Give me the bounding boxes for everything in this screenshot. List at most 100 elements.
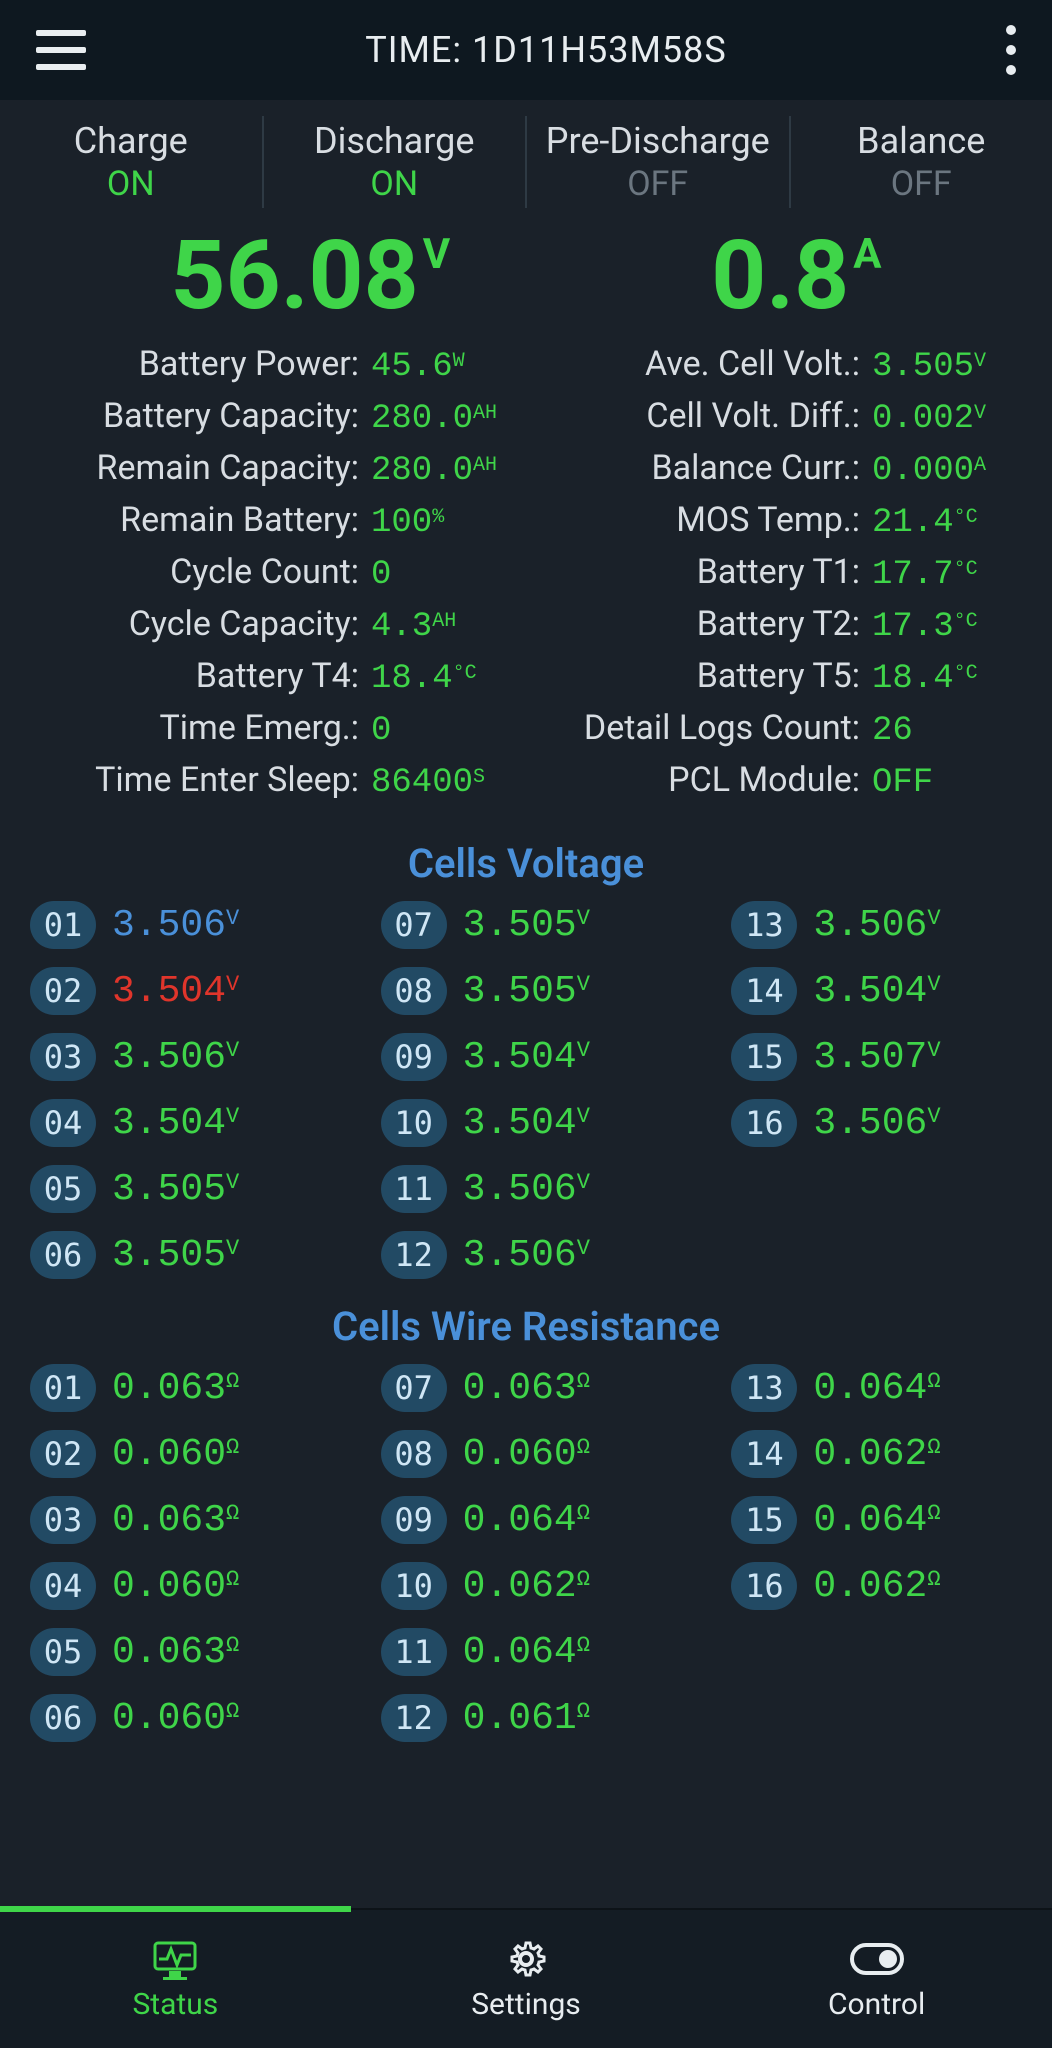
stat-label: Cycle Capacity:: [129, 604, 359, 644]
cell-number: 08: [381, 1430, 447, 1478]
nav-control[interactable]: Control: [701, 1910, 1052, 2048]
cell-number: 10: [381, 1099, 447, 1147]
stat-row: Battery Power:45.6W: [40, 344, 511, 396]
cell-number: 04: [30, 1562, 96, 1610]
stat-value: 0: [371, 556, 511, 594]
cell-value: 3.506V: [112, 1036, 239, 1079]
stat-value: 280.0AH: [371, 452, 511, 490]
cell-item: 113.506V: [381, 1165, 672, 1213]
stat-row: Remain Battery:100%: [40, 500, 511, 552]
cell-number: 09: [381, 1033, 447, 1081]
mode-name: Discharge: [264, 120, 526, 162]
cell-item: 070.063Ω: [381, 1364, 672, 1412]
cell-value: 3.504V: [463, 1102, 590, 1145]
stat-label: MOS Temp.:: [676, 500, 860, 540]
stat-value: 86400S: [371, 764, 511, 802]
stat-row: Cycle Capacity:4.3AH: [40, 604, 511, 656]
status-icon: [147, 1937, 203, 1981]
cell-value: 3.506V: [463, 1168, 590, 1211]
cell-number: 01: [30, 1364, 96, 1412]
cell-item: 090.064Ω: [381, 1496, 672, 1544]
stat-label: Battery T2:: [697, 604, 860, 644]
cell-item: 01 0.063Ω: [30, 1364, 321, 1412]
cell-value: 3.506V: [463, 1234, 590, 1277]
cell-value: 3.505V: [112, 1168, 239, 1211]
cell-item: 080.060Ω: [381, 1430, 672, 1478]
gear-icon: [498, 1937, 554, 1981]
cell-value: 0.063Ω: [112, 1499, 239, 1542]
stat-row: Remain Capacity:280.0AH: [40, 448, 511, 500]
stat-row: Battery T4: 18.4°C: [40, 656, 511, 708]
cell-item: 10 3.504V: [381, 1099, 672, 1147]
cell-item: 04 0.060Ω: [30, 1562, 321, 1610]
cell-value: 0.063Ω: [112, 1367, 239, 1410]
menu-icon[interactable]: [36, 30, 86, 70]
cell-item: 163.506V: [731, 1099, 1022, 1147]
mode-charge: Charge ON: [0, 116, 264, 208]
stat-row: Time Enter Sleep:86400S: [40, 760, 511, 812]
cell-value: 0.060Ω: [112, 1565, 239, 1608]
nav-status[interactable]: Status: [0, 1910, 351, 2048]
stat-value: 0.002V: [872, 400, 1012, 438]
mode-row: Charge ON Discharge ON Pre-Discharge OFF…: [0, 100, 1052, 218]
cell-item: 020.060Ω: [30, 1430, 321, 1478]
cell-number: 07: [381, 901, 447, 949]
cell-value: 3.507V: [813, 1036, 940, 1079]
cell-item: 050.063Ω: [30, 1628, 321, 1676]
cell-number: 06: [30, 1231, 96, 1279]
stat-value: 0: [371, 712, 511, 750]
cell-number: 07: [381, 1364, 447, 1412]
cell-item: 093.504V: [381, 1033, 672, 1081]
stat-value: 17.7°C: [872, 556, 1012, 594]
cell-number: 10: [381, 1562, 447, 1610]
cell-value: 3.506V: [112, 904, 239, 947]
stat-value: 21.4°C: [872, 504, 1012, 542]
stat-value: 18.4°C: [371, 660, 511, 698]
cell-item: 083.505V: [381, 967, 672, 1015]
nav-settings[interactable]: Settings: [351, 1910, 702, 2048]
cell-item: 160.062Ω: [731, 1562, 1022, 1610]
cell-item: 06 3.505V: [30, 1231, 321, 1279]
stat-label: Battery T4:: [196, 656, 359, 696]
stat-row: Time Emerg.:0: [40, 708, 511, 760]
stat-row: MOS Temp.: 21.4°C: [541, 500, 1012, 552]
cell-item: 05 3.505V: [30, 1165, 321, 1213]
cell-number: 12: [381, 1231, 447, 1279]
cell-item: 043.504V: [30, 1099, 321, 1147]
mode-balance: Balance OFF: [791, 116, 1052, 208]
cell-item: 073.505V: [381, 901, 672, 949]
cell-item: 023.504V: [30, 967, 321, 1015]
cell-number: 16: [731, 1562, 797, 1610]
cell-number: 09: [381, 1496, 447, 1544]
cell-number: 15: [731, 1496, 797, 1544]
stat-label: Battery Power:: [139, 344, 359, 384]
cell-item: 110.064Ω: [381, 1628, 672, 1676]
stat-value: 26: [872, 712, 1012, 750]
cell-item: 060.060Ω: [30, 1694, 321, 1742]
stat-label: Battery Capacity:: [103, 396, 359, 436]
stat-label: Remain Battery:: [120, 500, 359, 540]
stat-value: 0.000A: [872, 452, 1012, 490]
toggle-icon: [849, 1937, 905, 1981]
stat-label: Battery T5:: [697, 656, 860, 696]
nav-label: Status: [132, 1987, 218, 2022]
cell-item: 120.061Ω: [381, 1694, 672, 1742]
cell-number: 05: [30, 1165, 96, 1213]
cell-value: 0.063Ω: [112, 1631, 239, 1674]
cell-value: 3.504V: [813, 970, 940, 1013]
mode-name: Charge: [0, 120, 262, 162]
cell-value: 3.505V: [112, 1234, 239, 1277]
cell-item: 150.064Ω: [731, 1496, 1022, 1544]
cell-number: 04: [30, 1099, 96, 1147]
nav-label: Settings: [471, 1987, 581, 2022]
cell-value: 3.506V: [813, 904, 940, 947]
cell-item: 033.506V: [30, 1033, 321, 1081]
stat-row: Detail Logs Count:26: [541, 708, 1012, 760]
stat-row: Cell Volt. Diff.:0.002V: [541, 396, 1012, 448]
section-title-resistance: Cells Wire Resistance: [0, 1283, 1052, 1364]
cell-value: 0.061Ω: [463, 1697, 590, 1740]
cell-number: 13: [731, 901, 797, 949]
more-icon[interactable]: [1006, 25, 1016, 75]
stat-value: 17.3°C: [872, 608, 1012, 646]
cell-value: 0.064Ω: [813, 1367, 940, 1410]
